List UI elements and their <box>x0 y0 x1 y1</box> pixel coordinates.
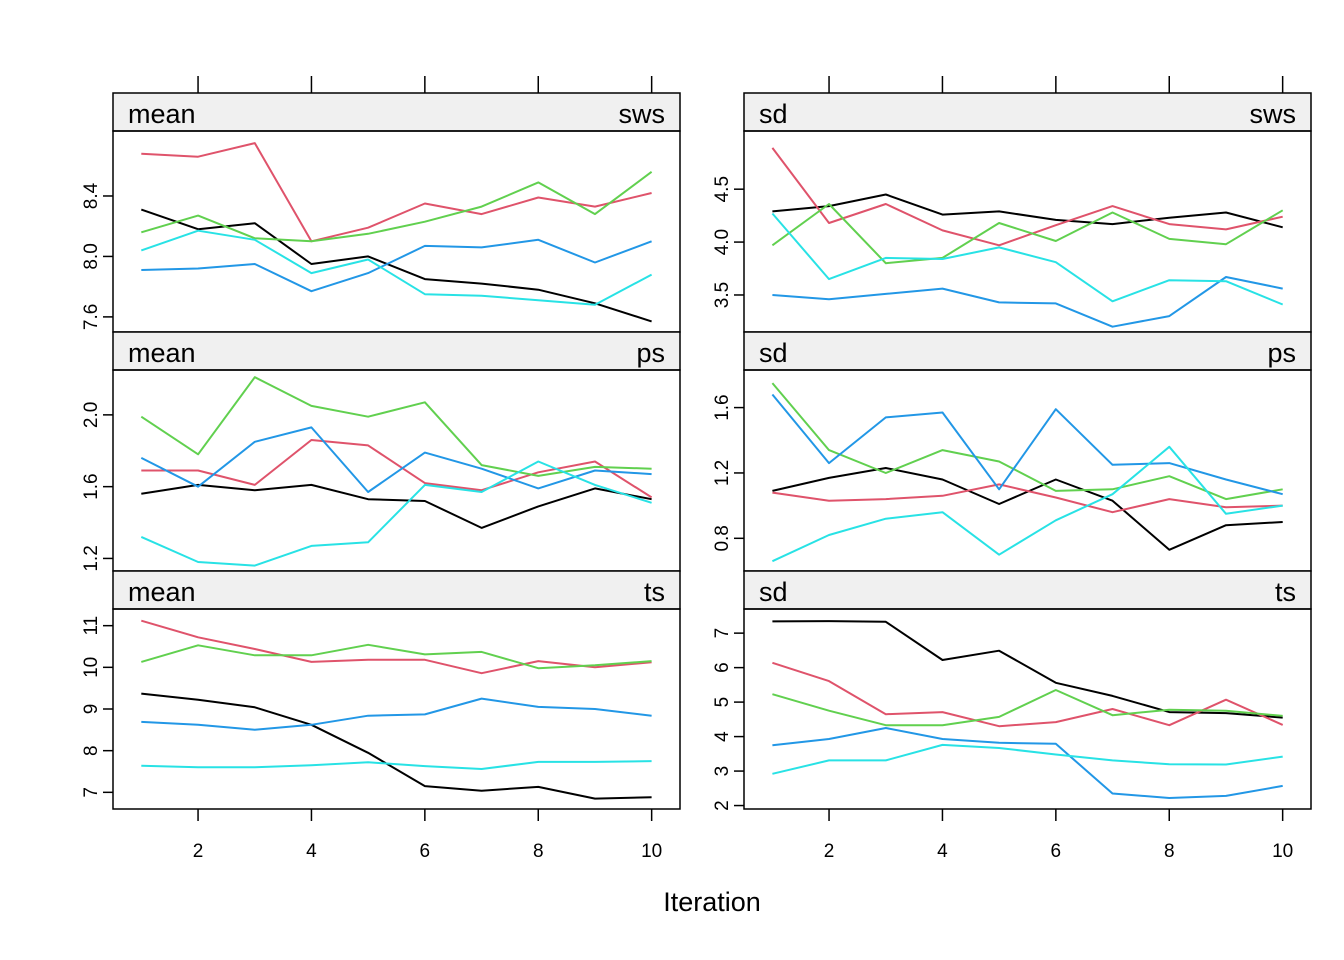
y-tick-label: 1.2 <box>712 460 733 486</box>
series-group <box>140 376 653 567</box>
panel-mean-ps: mean ps 1.2 1.6 2.0 <box>81 331 681 572</box>
y-tick-label: 8.4 <box>81 182 102 209</box>
panel-mean-sws: mean sws 7.6 8.0 8.4 <box>81 76 681 333</box>
strip-mean-ts <box>112 570 681 610</box>
series-line-1 <box>140 208 652 323</box>
strip-label-variable: sws <box>1250 99 1297 129</box>
series-line-3 <box>141 170 653 243</box>
x-tick-label: 2 <box>824 841 835 862</box>
series-group <box>140 142 653 323</box>
strip-label-variable: ps <box>1267 338 1296 368</box>
series-group <box>771 382 1283 563</box>
series-line-2 <box>771 147 1283 247</box>
panel-frame <box>743 369 1312 572</box>
series-line-2 <box>141 439 653 499</box>
strip-label-variable: ts <box>644 577 665 607</box>
series-line-3 <box>771 382 1283 501</box>
y-tick-label: 6 <box>712 662 733 673</box>
series-line-3 <box>141 643 652 670</box>
y-tick-label: 7.6 <box>81 304 102 330</box>
series-line-1 <box>141 483 652 529</box>
series-line-2 <box>141 619 652 675</box>
series-line-2 <box>772 661 1284 728</box>
y-tick-label: 5 <box>712 697 733 708</box>
x-tick-label: 8 <box>533 841 544 862</box>
series-line-2 <box>772 483 1283 514</box>
series-line-3 <box>772 689 1283 727</box>
y-tick-label: 1.6 <box>81 473 102 499</box>
y-tick-label: 7 <box>712 628 733 639</box>
x-tick-label: 6 <box>420 841 431 862</box>
series-line-5 <box>140 460 652 567</box>
series-line-5 <box>771 445 1283 563</box>
series-line-1 <box>141 692 652 800</box>
strip-label-stat: mean <box>128 577 196 607</box>
strip-label-stat: mean <box>128 99 196 129</box>
series-group <box>771 147 1284 328</box>
strip-label-stat: mean <box>128 338 196 368</box>
y-tick-label: 11 <box>81 616 102 636</box>
y-tick-label: 8.0 <box>81 243 102 269</box>
y-tick-label: 1.6 <box>712 394 733 420</box>
panel-sd-sws: sd sws 3.5 4.0 4.5 <box>712 76 1312 333</box>
strip-label-variable: ts <box>1275 577 1296 607</box>
y-tick-label: 0.8 <box>712 525 733 551</box>
y-tick-label: 2.0 <box>81 402 102 428</box>
strip-mean-ps <box>112 331 681 371</box>
x-tick-label: 4 <box>306 841 317 862</box>
x-tick-label: 10 <box>1272 841 1293 862</box>
y-tick-label: 4 <box>712 731 733 742</box>
strip-sd-ps <box>743 331 1312 371</box>
series-line-4 <box>140 426 652 493</box>
series-line-3 <box>140 376 652 477</box>
y-tick-label: 3.5 <box>712 282 733 308</box>
panel-sd-ps: sd ps 0.8 1.2 1.6 <box>712 331 1312 572</box>
y-tick-label: 4.0 <box>712 229 733 255</box>
strip-label-stat: sd <box>759 99 788 129</box>
series-line-3 <box>771 203 1284 265</box>
y-tick-label: 8 <box>81 745 102 756</box>
series-line-5 <box>772 743 1283 775</box>
series-group <box>141 619 652 800</box>
series-line-5 <box>771 212 1284 306</box>
x-tick-label: 6 <box>1051 841 1062 862</box>
series-line-4 <box>772 276 1283 328</box>
series-line-2 <box>141 142 652 243</box>
x-tick-label: 4 <box>937 841 948 862</box>
strip-mean-sws <box>112 92 681 132</box>
series-line-4 <box>141 697 652 731</box>
series-line-4 <box>141 238 652 293</box>
strip-label-stat: sd <box>759 577 788 607</box>
y-tick-label: 1.2 <box>81 545 102 571</box>
strip-label-variable: ps <box>636 338 665 368</box>
y-tick-label: 4.5 <box>712 176 733 202</box>
x-tick-label: 8 <box>1164 841 1175 862</box>
strip-sd-sws <box>743 92 1312 132</box>
series-group <box>772 620 1284 799</box>
panel-sd-ts: sd ts 2 3 4 5 6 7 2 4 6 8 10 <box>712 570 1312 862</box>
y-tick-label: 2 <box>712 800 733 811</box>
x-axis-title: Iteration <box>663 887 761 917</box>
panel-frame <box>743 608 1312 810</box>
series-line-5 <box>140 229 653 306</box>
series-line-4 <box>771 393 1283 496</box>
x-tick-label: 10 <box>641 841 662 862</box>
y-tick-label: 10 <box>81 657 102 678</box>
x-tick-label: 2 <box>193 841 204 862</box>
series-line-5 <box>141 760 652 770</box>
strip-label-stat: sd <box>759 338 788 368</box>
strip-label-variable: sws <box>619 99 666 129</box>
strip-sd-ts <box>743 570 1312 610</box>
panel-mean-ts: mean ts 7 8 9 10 11 2 4 6 8 10 <box>81 570 681 862</box>
y-tick-label: 7 <box>81 787 102 798</box>
series-line-1 <box>772 193 1283 229</box>
y-tick-label: 9 <box>81 704 102 715</box>
series-line-4 <box>772 727 1283 799</box>
y-tick-label: 3 <box>712 766 733 777</box>
